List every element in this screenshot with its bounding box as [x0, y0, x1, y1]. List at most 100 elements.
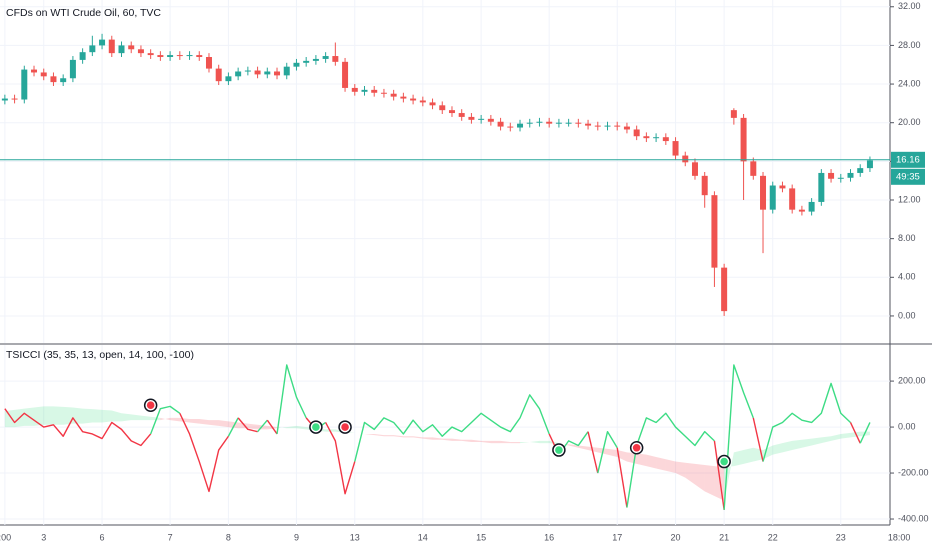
candle-body: [682, 155, 689, 163]
band-segment: [199, 419, 209, 425]
indicator-line: [713, 440, 725, 510]
band-segment: [665, 459, 676, 474]
band-segment: [529, 440, 540, 444]
signal-dot: [312, 423, 320, 431]
candle-body: [721, 267, 728, 312]
band-segment: [150, 416, 161, 421]
band-segment: [277, 427, 287, 429]
band-segment: [247, 423, 258, 430]
candle-body: [400, 96, 407, 99]
candle-body: [205, 57, 212, 69]
chart-title: CFDs on WTI Crude Oil, 60, TVC: [6, 7, 161, 19]
band-segment: [568, 444, 579, 448]
candle-body: [769, 185, 776, 210]
indicator-line: [762, 382, 851, 462]
band-segment: [63, 406, 73, 425]
x-tick-label: 20: [671, 532, 681, 542]
band-segment: [393, 435, 404, 438]
y-tick-label: 0.00: [898, 310, 916, 320]
band-segment: [442, 438, 452, 441]
candle-body: [468, 116, 475, 120]
candle-body: [235, 71, 242, 77]
band-segment: [549, 440, 559, 445]
candle-body: [274, 71, 281, 76]
indicator-line: [276, 364, 307, 435]
x-tick-label: 16: [544, 532, 554, 542]
band-segment: [850, 431, 861, 438]
band-segment: [510, 442, 521, 444]
candle-body: [711, 195, 718, 268]
band-segment: [811, 437, 822, 446]
band-segment: [733, 450, 744, 467]
candle-body: [730, 110, 737, 118]
band-segment: [500, 440, 511, 444]
indicator-line: [227, 417, 239, 437]
band-segment: [189, 419, 200, 424]
indicator-line: [150, 405, 181, 435]
band-segment: [208, 420, 219, 426]
band-segment: [364, 433, 375, 436]
candle-body: [50, 76, 57, 83]
candle-body: [89, 45, 96, 53]
band-segment: [656, 456, 666, 471]
x-tick-label: 15: [476, 532, 486, 542]
y-tick-label: 0.00: [898, 421, 916, 431]
candle-body: [429, 102, 436, 106]
candle-body: [789, 188, 796, 210]
y-tick-label: 20.00: [898, 117, 921, 127]
candle-body: [750, 161, 757, 176]
y-tick-label: 4.00: [898, 272, 916, 282]
indicator-line: [325, 422, 356, 495]
band-segment: [675, 461, 686, 478]
y-tick-label: 200.00: [898, 375, 926, 385]
candle-body: [254, 70, 261, 75]
candle-body: [419, 100, 426, 103]
candle-body: [79, 52, 86, 60]
x-tick-label: 21: [719, 532, 729, 542]
candle-body: [507, 126, 514, 128]
candle-body: [176, 55, 183, 57]
candle-body: [828, 172, 835, 179]
band-segment: [140, 415, 151, 421]
candle-body: [575, 122, 582, 124]
band-segment: [451, 438, 462, 441]
band-segment: [539, 440, 550, 444]
band-segment: [782, 440, 793, 453]
candle-body: [157, 55, 164, 58]
candle-body: [410, 98, 417, 101]
candle-body: [818, 172, 825, 202]
candle-body: [740, 117, 747, 162]
marks: [0, 33, 890, 510]
candle-body: [594, 125, 601, 127]
band-segment: [131, 414, 141, 421]
band-segment: [578, 445, 589, 451]
candle-body: [128, 45, 135, 50]
band-segment: [763, 445, 773, 460]
countdown-label: 49:35: [896, 171, 920, 182]
band-segment: [218, 420, 229, 428]
candle-body: [40, 72, 47, 77]
candle-body: [225, 76, 232, 82]
band-segment: [520, 442, 530, 444]
candle-body: [478, 118, 485, 120]
indicator-line: [266, 419, 278, 435]
countdown-box: [891, 168, 925, 185]
band-segment: [296, 425, 307, 430]
indicator-line: [257, 419, 268, 433]
x-tick-label: 23: [836, 532, 846, 542]
candle-body: [604, 125, 611, 127]
indicator-line: [237, 417, 258, 433]
candle-body: [517, 123, 524, 128]
band-segment: [801, 438, 812, 448]
candle-body: [322, 56, 329, 59]
x-tick-label: 22: [768, 532, 778, 542]
candle-body: [361, 89, 368, 92]
band-segment: [121, 413, 132, 422]
indicator-line: [626, 412, 715, 508]
candle-body: [672, 141, 679, 156]
band-segment: [413, 436, 423, 439]
candle-body: [167, 55, 174, 58]
candle-body: [585, 123, 592, 126]
